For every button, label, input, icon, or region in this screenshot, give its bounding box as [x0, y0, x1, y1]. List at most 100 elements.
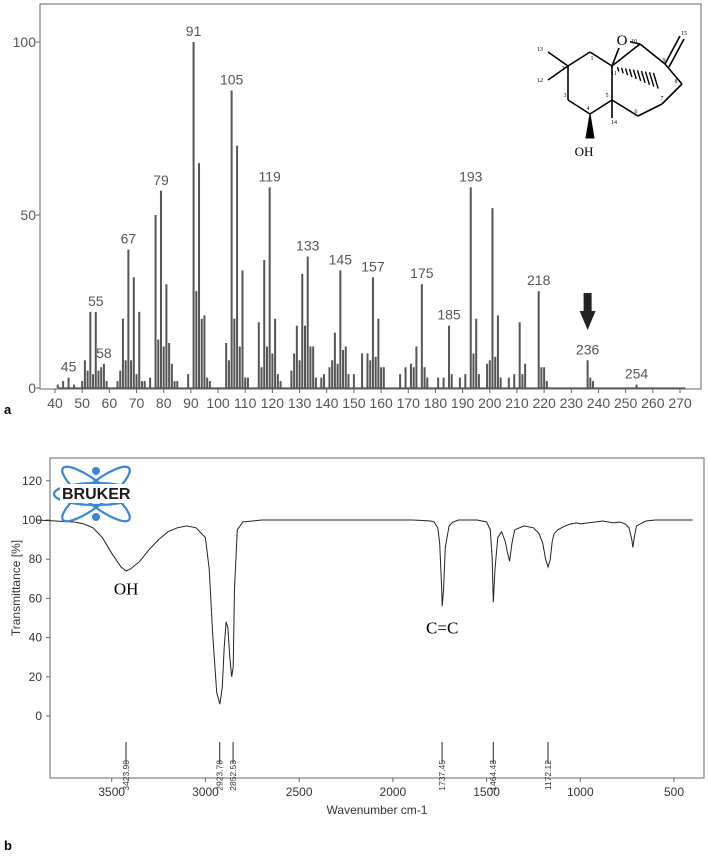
- ms-peak-label: 185: [437, 307, 461, 323]
- ir-spectrum-panel: 3500 3000 2500 2000 1500 1000 500 0 20 40 60 80 100 1…: [0, 424, 708, 856]
- ms-x-tick-label: 270: [668, 395, 692, 411]
- ms-x-tick-label: 240: [587, 395, 611, 411]
- logo-text-bg: [60, 484, 168, 503]
- mass-spectrum-panel: 40 50 60 70 80 90 100 110 120 130 140 150 160 170 180 1…: [0, 0, 708, 424]
- ms-x-tick-label: 80: [156, 395, 172, 411]
- ms-plot-frame: [39, 3, 702, 390]
- structure-hash-line: [636, 70, 642, 82]
- ms-arrow-icon: [579, 293, 596, 330]
- logo-dot: [92, 513, 100, 521]
- ms-x-tick-label: 140: [315, 395, 339, 411]
- structure-atom-number: 5: [606, 93, 609, 99]
- ir-band-annotation: OH: [114, 579, 139, 598]
- ms-x-tick-label: 160: [369, 395, 393, 411]
- structure-bond: [664, 35, 681, 65]
- structure-bond: [589, 99, 613, 115]
- ms-x-tick-label: 180: [424, 395, 448, 411]
- ir-peak-marker-label: 1737.45: [437, 760, 447, 791]
- ms-x-tick-label: 110: [234, 395, 257, 411]
- ms-y-tick-label: 50: [20, 207, 36, 223]
- structure-label-bg: [614, 32, 630, 48]
- ms-x-tick-label: 40: [47, 395, 63, 411]
- structure-atom-number: 10: [631, 39, 637, 45]
- ms-structure-drawing: [547, 35, 685, 118]
- ms-peak-label: 157: [361, 258, 385, 274]
- ms-peak-label: 91: [186, 23, 202, 39]
- ms-x-tick-label: 250: [614, 395, 638, 411]
- structure-atom-number: 1: [591, 56, 594, 62]
- structure-atom-number: 15: [681, 31, 687, 37]
- structure-atom-number: 14: [611, 120, 617, 126]
- structure-hash-line: [640, 70, 646, 84]
- ir-peak-marker-label: 3423.90: [121, 760, 131, 791]
- ms-x-tick-label: 70: [129, 395, 145, 411]
- structure-bond: [567, 51, 591, 67]
- structure-bond: [611, 43, 641, 67]
- ms-x-tick-label: 100: [206, 395, 230, 411]
- ir-spectrum-chart: 3500 3000 2500 2000 1500 1000 500 0 20 40 60 80 100 1…: [4, 457, 705, 853]
- ms-peak-label: 193: [459, 168, 483, 184]
- structure-hydroxyl-label: OH: [575, 144, 594, 159]
- ms-x-tick-label: 190: [451, 395, 475, 411]
- structure-bond: [547, 65, 569, 81]
- structure-hashed-bond: [616, 66, 659, 89]
- ir-y-tick-label: 60: [29, 591, 43, 605]
- ir-y-tick-label: 20: [29, 670, 43, 684]
- ms-x-tick-label: 90: [183, 395, 199, 411]
- ir-y-axis-title: Transmittance [%]: [9, 540, 23, 636]
- structure-bond: [661, 83, 683, 105]
- ms-x-tick-label: 130: [288, 395, 312, 411]
- bruker-logo: BRUKER: [52, 465, 168, 523]
- ms-peak-label: 67: [121, 231, 137, 247]
- ms-peak-label: 236: [576, 341, 600, 357]
- ms-peak-label: 119: [259, 168, 282, 184]
- logo-dot: [92, 467, 100, 475]
- structure-atom-number: 8: [675, 79, 678, 85]
- ms-peak-label: 175: [410, 265, 434, 281]
- ir-peak-marker-label: 2923.78: [215, 760, 225, 791]
- structure-atom-number: 12: [537, 78, 543, 84]
- ir-x-tick-label: 3000: [192, 785, 219, 799]
- ir-x-axis-title: Wavenumber cm-1: [327, 803, 428, 817]
- ms-x-tick-label: 200: [478, 395, 502, 411]
- structure-bond: [664, 63, 683, 85]
- ms-peak-label: 254: [625, 366, 649, 382]
- ms-peak-label: 58: [96, 345, 112, 361]
- ir-y-tick-label: 40: [29, 631, 43, 645]
- ir-y-tick-label: 120: [22, 474, 42, 488]
- structure-bond: [637, 103, 663, 117]
- ms-panel-label: a: [4, 402, 12, 417]
- structure-bond: [639, 43, 666, 65]
- ms-x-tick-label: 170: [397, 395, 421, 411]
- ir-x-tick-label: 1000: [567, 785, 594, 799]
- mass-spectrum-chart: 40 50 60 70 80 90 100 110 120 130 140 150 160 170 180 1…: [4, 3, 702, 417]
- structure-hash-line: [632, 69, 637, 80]
- ms-peak-label: 105: [220, 71, 244, 87]
- ms-x-tick-label: 60: [102, 395, 118, 411]
- ir-x-tick-label: 500: [664, 785, 684, 799]
- structure-hash-line: [628, 68, 633, 78]
- ms-x-tick-label: 150: [342, 395, 366, 411]
- ms-peak-label: 79: [153, 172, 169, 188]
- logo-text: BRUKER: [62, 486, 131, 503]
- structure-hash-line: [644, 71, 651, 85]
- structure-bond: [589, 51, 613, 67]
- ir-y-tick-label: 100: [22, 513, 42, 527]
- ms-y-tick-label: 0: [28, 380, 36, 396]
- ms-y-tick-label: 100: [13, 34, 37, 50]
- structure-hash-line: [648, 72, 655, 87]
- ir-x-tick-label: 1500: [473, 785, 500, 799]
- ms-peak-label: 45: [61, 359, 77, 375]
- ir-peak-marker-label: 1464.43: [488, 760, 498, 791]
- structure-atom-number: 13: [537, 47, 543, 53]
- structure-bond: [567, 99, 591, 115]
- ms-peak-label: 55: [88, 293, 104, 309]
- ms-peak-label: 133: [296, 238, 320, 254]
- structure-bond: [668, 38, 685, 68]
- structure-hash-line: [652, 72, 659, 89]
- structure-hash-line: [616, 66, 620, 72]
- structure-atom-number: 3: [564, 93, 567, 99]
- ms-x-tick-label: 210: [505, 395, 529, 411]
- structure-atom-number: 6: [635, 109, 638, 115]
- structure-atom-number: 7: [661, 96, 664, 102]
